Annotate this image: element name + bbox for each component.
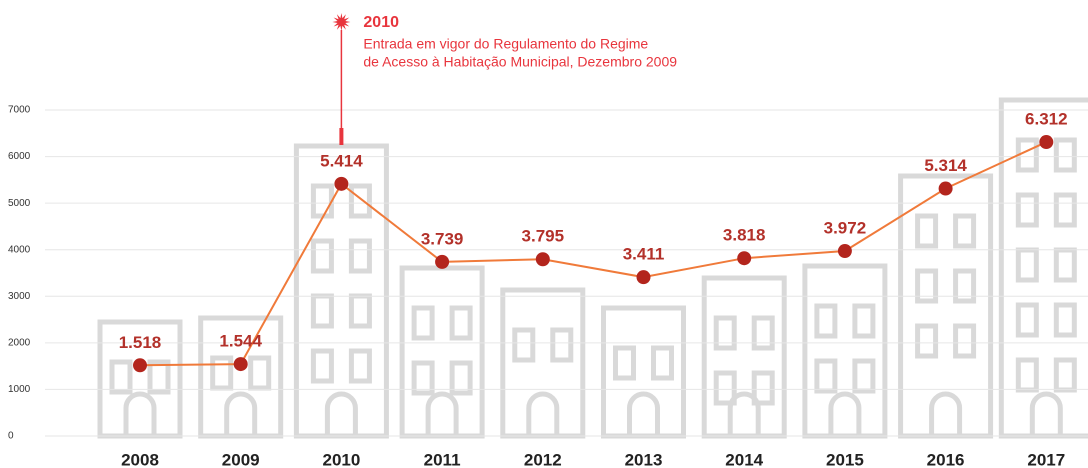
data-point [334, 177, 348, 191]
window [1056, 360, 1074, 390]
x-tick-label: 2010 [322, 450, 360, 468]
window [351, 241, 369, 271]
data-label: 3.739 [421, 229, 464, 248]
y-tick-label: 5000 [8, 198, 31, 209]
window [855, 306, 873, 336]
window [351, 186, 369, 216]
window [1056, 305, 1074, 335]
x-tick-label: 2016 [927, 450, 965, 468]
chart: 0 1000 2000 3000 4000 5000 6000 7000 2010 Entrada… [0, 0, 1088, 468]
window [112, 362, 130, 392]
building [704, 278, 784, 436]
window [150, 362, 168, 392]
y-tick-label: 0 [8, 431, 14, 442]
data-label: 3.972 [824, 219, 867, 238]
window [918, 326, 936, 356]
building [503, 290, 583, 436]
y-tick-label: 1000 [8, 384, 31, 395]
x-tick-label: 2008 [121, 450, 159, 468]
window [313, 241, 331, 271]
data-point [737, 251, 751, 265]
data-label: 1.544 [219, 332, 262, 351]
window [313, 351, 331, 381]
door [126, 394, 154, 436]
y-tick-label: 6000 [8, 151, 31, 162]
window [313, 296, 331, 326]
window [918, 216, 936, 246]
annotation-marker [332, 13, 350, 31]
window [553, 330, 571, 360]
x-tick-label: 2017 [1027, 450, 1065, 468]
y-tick-label: 3000 [8, 291, 31, 302]
door [730, 394, 758, 436]
data-label: 5.414 [320, 151, 363, 170]
annotation-stem [339, 128, 343, 145]
door [630, 394, 658, 436]
data-point [637, 270, 651, 284]
window [251, 358, 269, 388]
x-tick-label: 2012 [524, 450, 562, 468]
window [414, 363, 432, 393]
x-tick-label: 2014 [725, 450, 763, 468]
window [1018, 360, 1036, 390]
window [351, 296, 369, 326]
door [428, 394, 456, 436]
door [1032, 394, 1060, 436]
window [452, 308, 470, 338]
annotation-text: de Acesso à Habitação Municipal, Dezembr… [363, 54, 677, 70]
window [1056, 140, 1074, 170]
data-point [234, 357, 248, 371]
window [213, 358, 231, 388]
window [616, 348, 634, 378]
window [351, 351, 369, 381]
window [956, 216, 974, 246]
y-tick-label: 4000 [8, 244, 31, 255]
data-point [939, 182, 953, 196]
data-label: 5.314 [924, 156, 967, 175]
x-tick-label: 2013 [625, 450, 663, 468]
window [956, 326, 974, 356]
building [402, 268, 482, 436]
window [654, 348, 672, 378]
window [754, 318, 772, 348]
data-label: 3.795 [522, 227, 565, 246]
data-label: 1.518 [119, 333, 162, 352]
data-point [435, 255, 449, 269]
window [1056, 195, 1074, 225]
window [1018, 140, 1036, 170]
y-tick-label: 7000 [8, 105, 31, 116]
window [1018, 250, 1036, 280]
y-tick-label: 2000 [8, 337, 31, 348]
building [901, 176, 991, 436]
window [1056, 250, 1074, 280]
data-point [1039, 135, 1053, 149]
window [817, 361, 835, 391]
annotation-title: 2010 [363, 14, 399, 31]
data-label: 3.411 [623, 245, 665, 264]
building [805, 266, 885, 436]
window [313, 186, 331, 216]
window [1018, 305, 1036, 335]
door [932, 394, 960, 436]
annotation-text: Entrada em vigor do Regulamento do Regim… [363, 36, 648, 52]
x-tick-label: 2011 [424, 450, 461, 468]
door [831, 394, 859, 436]
door [327, 394, 355, 436]
window [1018, 195, 1036, 225]
window [414, 308, 432, 338]
window [716, 318, 734, 348]
data-point [536, 252, 550, 266]
data-label: 3.818 [723, 226, 766, 245]
x-tick-label: 2015 [826, 450, 864, 468]
window [452, 363, 470, 393]
door [529, 394, 557, 436]
data-label: 6.312 [1025, 110, 1068, 129]
door [227, 394, 255, 436]
window [515, 330, 533, 360]
data-point [838, 244, 852, 258]
window [817, 306, 835, 336]
window [855, 361, 873, 391]
data-point [133, 358, 147, 372]
x-tick-label: 2009 [222, 450, 260, 468]
